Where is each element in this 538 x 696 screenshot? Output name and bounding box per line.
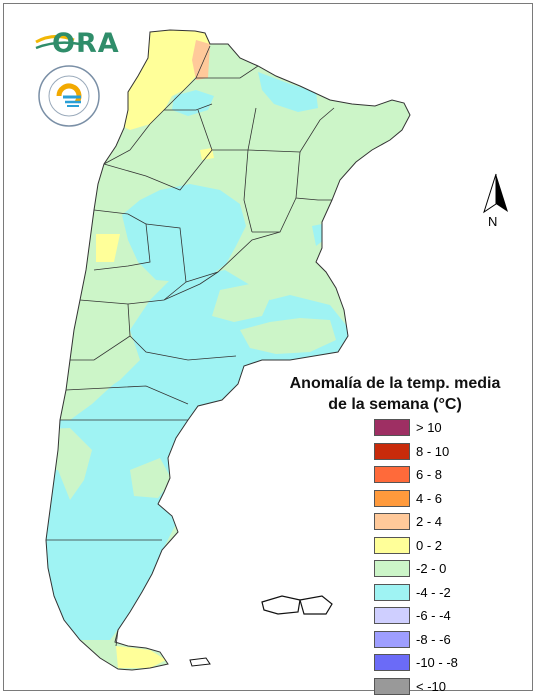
legend-item: -6 - -4 (374, 605, 514, 629)
legend-item: 2 - 4 (374, 511, 514, 535)
legend-item: 8 - 10 (374, 441, 514, 465)
legend-swatch (374, 536, 410, 554)
ora-logo-icon (35, 35, 81, 50)
legend-swatch (374, 677, 410, 695)
legend-item: -8 - -6 (374, 629, 514, 653)
legend-item: < -10 (374, 676, 514, 696)
warm-patch-santiago (200, 148, 214, 160)
legend-label: -8 - -6 (416, 631, 451, 647)
legend-swatch (374, 607, 410, 624)
legend-title-line2: de la semana (°C) (328, 396, 462, 413)
smn-logo-icon (38, 65, 100, 127)
legend-swatch (374, 419, 410, 436)
legend-item: -2 - 0 (374, 558, 514, 582)
warm-patch-mendoza (96, 234, 120, 262)
cold-patch-formosa (172, 90, 214, 116)
legend-label: 6 - 8 (416, 467, 443, 482)
legend-item: 4 - 6 (374, 488, 514, 512)
warm-patch-tierra-del-fuego (116, 646, 166, 668)
legend-item: -10 - -8 (374, 652, 514, 676)
legend-label: 0 - 2 (416, 537, 443, 553)
cold-region-central (122, 184, 246, 282)
legend-title: Anomalía de la temp. media de la semana … (280, 373, 510, 415)
legend-label: -6 - -4 (416, 608, 451, 623)
legend-label: 2 - 4 (416, 514, 443, 529)
legend-label: > 10 (416, 420, 442, 435)
legend-item: 6 - 8 (374, 464, 514, 488)
legend-label: < -10 (416, 678, 446, 694)
mild-patch-east-coast (240, 318, 336, 354)
cold-patch-corrientes (312, 224, 324, 246)
legend-label: 4 - 6 (416, 490, 443, 506)
legend-title-line1: Anomalía de la temp. media (289, 375, 501, 392)
legend-label: -2 - 0 (416, 561, 447, 576)
legend-swatch (374, 583, 410, 601)
mild-patch-center-east (212, 284, 270, 322)
legend-label: 8 - 10 (416, 443, 450, 459)
legend-item: > 10 (374, 417, 514, 441)
legend-swatch (374, 513, 410, 530)
north-label: N (488, 214, 498, 229)
ora-logo-text: ORA (52, 28, 120, 59)
isla-de-los-estados (189, 657, 211, 667)
legend: > 10 8 - 10 6 - 8 4 - 6 2 - 4 0 - 2 -2 - 0 -4 -… (374, 417, 514, 696)
legend-swatch (374, 560, 410, 577)
warmer-patch-jujuy (192, 40, 210, 80)
legend-swatch (374, 489, 410, 507)
map-frame (3, 3, 533, 691)
province-boundaries (46, 45, 335, 647)
malvinas-islands (261, 595, 333, 615)
legend-item: -4 - -2 (374, 582, 514, 606)
legend-label: -10 - -8 (416, 655, 458, 670)
cold-patch-misiones (258, 72, 318, 112)
mild-patch-chubut (130, 458, 172, 498)
north-arrow-icon (483, 173, 508, 214)
legend-swatch (374, 630, 410, 648)
legend-label: -4 - -2 (416, 584, 451, 600)
legend-swatch (374, 442, 410, 460)
legend-item: 0 - 2 (374, 535, 514, 559)
legend-swatch (374, 654, 410, 671)
legend-swatch (374, 466, 410, 483)
